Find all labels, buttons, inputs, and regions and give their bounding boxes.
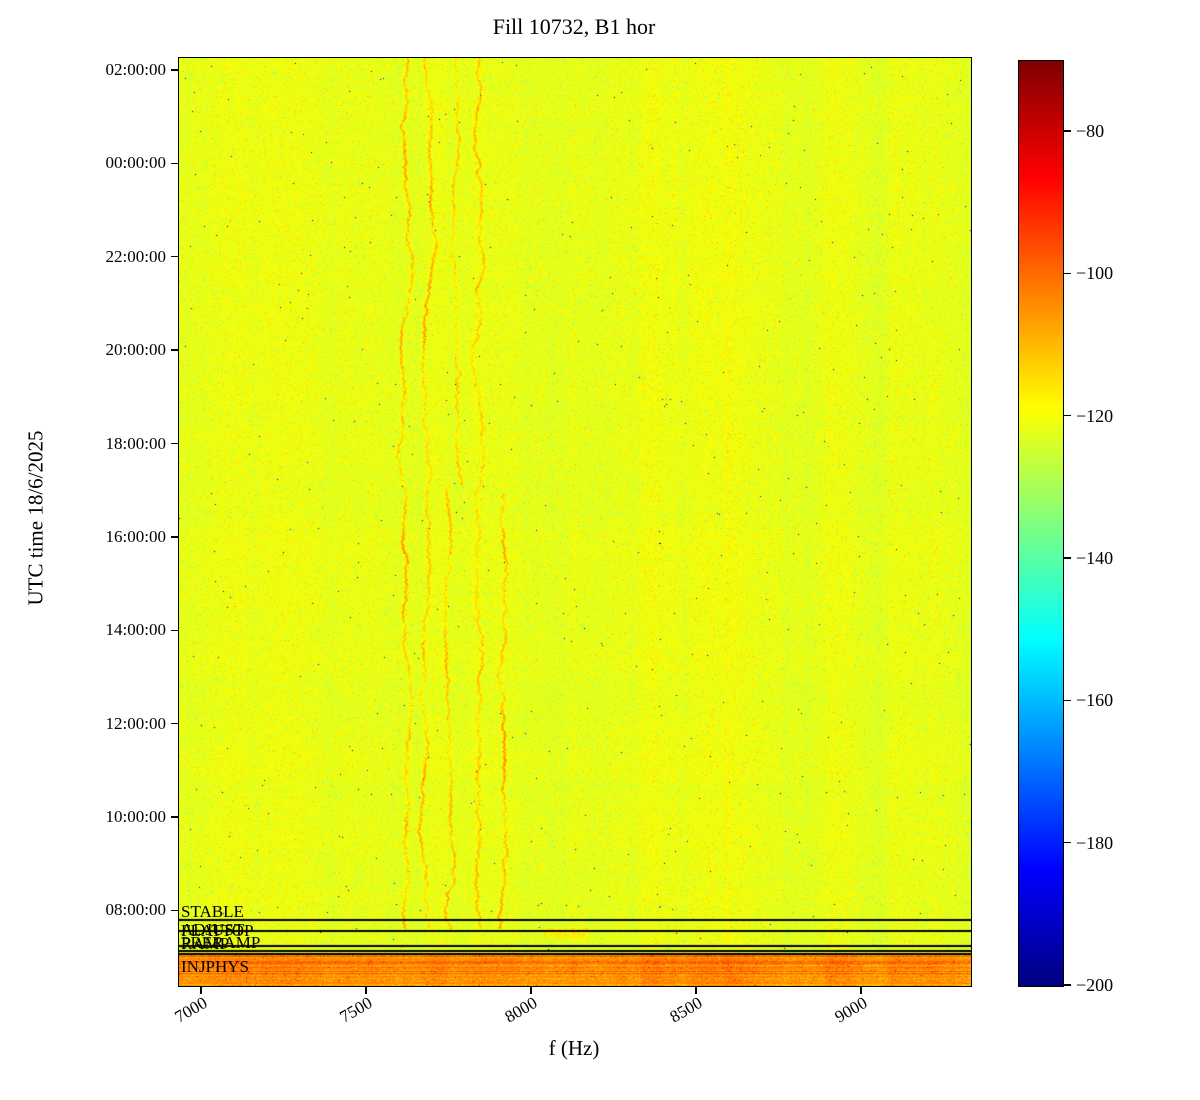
x-tick-mark	[695, 987, 697, 994]
colorbar	[1018, 60, 1064, 987]
colorbar-tick-mark	[1064, 984, 1071, 986]
y-tick-label: 12:00:00	[105, 713, 166, 733]
colorbar-tick-label: −100	[1076, 263, 1114, 284]
y-tick-mark	[171, 629, 178, 631]
spectrogram-heatmap	[179, 58, 971, 986]
colorbar-tick-mark	[1064, 841, 1071, 844]
beam-mode-label-flattop: FLATTOP	[181, 920, 254, 940]
colorbar-tick-label: −160	[1076, 690, 1114, 711]
colorbar-tick-mark	[1064, 557, 1071, 559]
beam-mode-label-ramp: RAMP	[181, 933, 230, 953]
y-tick-mark	[171, 256, 178, 258]
plot-title: Fill 10732, B1 hor	[492, 14, 656, 39]
y-tick-mark	[171, 162, 178, 165]
plot-area: STABLE ADJUST FLATTOP PRERAMP RAMP INJPHYS	[178, 57, 972, 987]
y-tick-mark	[171, 442, 178, 445]
y-tick-label: 08:00:00	[105, 900, 166, 920]
colorbar-tick-label: −180	[1076, 832, 1114, 853]
x-tick-mark	[200, 987, 202, 994]
y-tick-label: 02:00:00	[105, 60, 166, 80]
colorbar-tick-label: −200	[1076, 975, 1114, 995]
y-tick-label: 18:00:00	[105, 433, 166, 453]
y-tick-mark	[171, 816, 178, 818]
y-tick-label: 00:00:00	[105, 153, 166, 173]
y-tick-mark	[171, 536, 178, 538]
y-tick-label: 20:00:00	[105, 340, 166, 360]
colorbar-tick-mark	[1064, 699, 1071, 702]
y-tick-label: 10:00:00	[105, 806, 166, 826]
y-tick-label: 14:00:00	[105, 620, 166, 640]
y-tick-mark	[171, 909, 178, 911]
colorbar-tick-label: −120	[1076, 405, 1114, 426]
y-tick-label: 16:00:00	[105, 526, 166, 546]
beam-mode-label-preramp: PRERAMP	[181, 932, 261, 952]
y-tick-mark	[171, 69, 178, 71]
beam-mode-label-stable: STABLE	[181, 902, 244, 922]
y-tick-mark	[171, 349, 178, 351]
beam-mode-label-adjust: ADJUST	[181, 919, 245, 939]
y-axis-label: UTC time 18/6/2025	[23, 430, 48, 606]
colorbar-tick-mark	[1064, 415, 1071, 417]
colorbar-tick-label: −140	[1076, 548, 1114, 569]
x-axis-label: f (Hz)	[548, 1036, 600, 1060]
colorbar-tick-label: −80	[1076, 121, 1105, 142]
colorbar-tick-mark	[1064, 130, 1071, 132]
x-tick-mark	[860, 987, 862, 994]
colorbar-gradient	[1019, 61, 1063, 986]
colorbar-tick-mark	[1064, 272, 1071, 275]
beam-mode-label-injphys: INJPHYS	[181, 956, 250, 976]
x-tick-mark	[530, 987, 532, 994]
y-tick-mark	[171, 722, 178, 725]
x-tick-mark	[365, 987, 367, 994]
y-tick-label: 22:00:00	[105, 246, 166, 266]
